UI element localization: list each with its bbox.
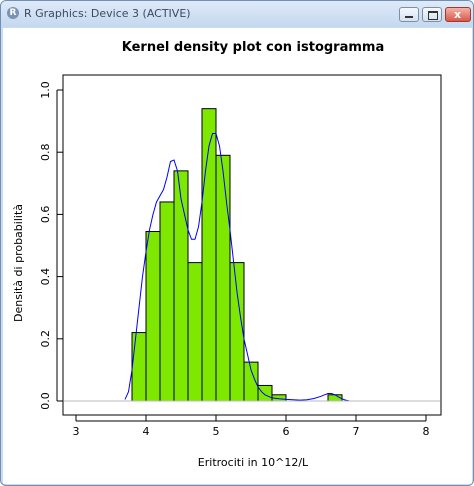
- density-curve-group: [124, 133, 350, 402]
- minimize-icon: [405, 16, 413, 18]
- x-axis-label: Eritrociti in 10^12/L: [198, 456, 309, 469]
- histogram-bar: [201, 108, 217, 402]
- x-tick-label: 6: [283, 425, 290, 438]
- close-button[interactable]: x: [445, 7, 471, 22]
- histogram-bar: [229, 262, 245, 402]
- histogram-bars: [131, 108, 343, 402]
- y-tick-label: 0.0: [39, 392, 52, 410]
- density-curve: [124, 133, 350, 402]
- histogram-bar: [173, 170, 189, 402]
- y-axis-label: Densità di probabilità: [12, 204, 25, 322]
- r-app-icon: R: [7, 7, 19, 19]
- close-icon: x: [454, 8, 462, 21]
- y-tick-label: 0.6: [39, 206, 52, 224]
- maximize-icon: [428, 11, 438, 20]
- histogram-bar: [131, 332, 147, 402]
- histogram-bar: [257, 384, 273, 402]
- axes: 3 4 5 6 7 8 0.0 0.2 0.4 0.6 0.8 1.0: [39, 81, 440, 438]
- histogram-bar: [145, 231, 161, 402]
- y-tick-label: 0.2: [39, 330, 52, 348]
- plot-canvas: Kernel density plot con istogramma Eritr…: [3, 28, 472, 484]
- histogram-bar: [187, 262, 203, 402]
- x-tick-label: 8: [423, 425, 430, 438]
- plot-box: [62, 74, 442, 416]
- y-tick-label: 0.4: [39, 268, 52, 286]
- x-tick-label: 7: [353, 425, 360, 438]
- histogram-bar: [215, 154, 231, 402]
- window-title: R Graphics: Device 3 (ACTIVE): [24, 7, 191, 20]
- y-tick-label: 1.0: [39, 81, 52, 99]
- x-tick-label: 5: [213, 425, 220, 438]
- chart-title: Kernel density plot con istogramma: [122, 40, 384, 55]
- minimize-button[interactable]: [399, 7, 419, 22]
- x-tick-label: 3: [73, 425, 80, 438]
- y-tick-label: 0.8: [39, 143, 52, 161]
- window-titlebar[interactable]: R R Graphics: Device 3 (ACTIVE) x: [1, 1, 473, 27]
- x-tick-label: 4: [143, 425, 150, 438]
- density-histogram-chart: Kernel density plot con istogramma Eritr…: [12, 40, 442, 469]
- maximize-button[interactable]: [422, 7, 442, 22]
- histogram-bar: [159, 201, 175, 402]
